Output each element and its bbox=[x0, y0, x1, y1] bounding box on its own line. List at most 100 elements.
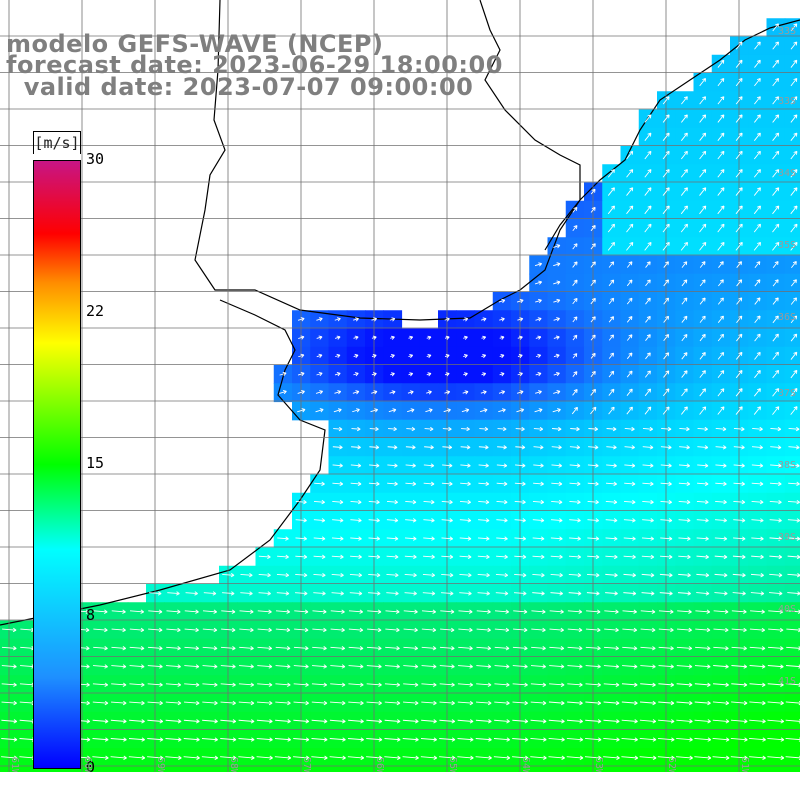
wind-arrow bbox=[735, 205, 743, 215]
wind-arrow bbox=[256, 737, 273, 742]
wind-arrow bbox=[585, 664, 601, 669]
wind-arrow bbox=[385, 646, 400, 651]
wind-arrow bbox=[677, 627, 692, 633]
wind-arrow bbox=[460, 445, 471, 450]
wind-arrow bbox=[366, 755, 383, 760]
wind-arrow bbox=[499, 317, 505, 322]
wind-arrow bbox=[496, 499, 508, 505]
wind-arrow bbox=[221, 609, 236, 614]
wind-arrow bbox=[311, 682, 328, 687]
wind-arrow bbox=[681, 315, 688, 323]
wind-arrow bbox=[494, 609, 510, 614]
wind-arrow bbox=[553, 244, 561, 249]
wind-arrow bbox=[621, 737, 638, 742]
wind-arrow bbox=[480, 390, 487, 395]
wind-arrow bbox=[311, 700, 328, 706]
wind-arrow bbox=[532, 536, 545, 541]
wind-cell bbox=[784, 164, 800, 184]
wind-arrow bbox=[257, 609, 272, 614]
wind-arrow bbox=[499, 353, 505, 359]
wind-arrow bbox=[351, 445, 361, 450]
wind-arrow bbox=[553, 317, 560, 322]
wind-arrow bbox=[660, 536, 673, 541]
wind-arrow bbox=[622, 664, 638, 669]
wind-arrow bbox=[590, 225, 596, 232]
wind-arrow bbox=[330, 664, 346, 669]
wind-arrow bbox=[640, 664, 656, 669]
wind-arrow bbox=[713, 682, 729, 687]
wind-arrow bbox=[549, 646, 565, 651]
wind-arrow bbox=[439, 719, 456, 724]
wind-cell bbox=[693, 766, 713, 772]
wind-arrow bbox=[238, 737, 255, 742]
wind-arrow bbox=[476, 627, 491, 633]
wind-arrow bbox=[533, 463, 544, 468]
wind-arrow bbox=[731, 609, 747, 614]
wind-arrow bbox=[202, 700, 218, 706]
wind-arrow bbox=[658, 646, 674, 651]
wind-arrow bbox=[423, 481, 435, 487]
wind-arrow bbox=[238, 700, 255, 706]
wind-arrow bbox=[297, 317, 305, 322]
wind-arrow bbox=[754, 96, 761, 105]
wind-arrow bbox=[791, 261, 797, 269]
wind-arrow bbox=[166, 646, 181, 651]
wind-arrow bbox=[514, 518, 526, 523]
wind-arrow bbox=[572, 243, 578, 250]
wind-arrow bbox=[531, 609, 546, 614]
wind-arrow bbox=[1, 700, 17, 706]
wind-cell bbox=[784, 273, 800, 293]
wind-arrow bbox=[549, 627, 565, 633]
wind-arrow bbox=[767, 646, 784, 651]
wind-arrow bbox=[368, 518, 380, 523]
wind-arrow bbox=[680, 205, 688, 215]
wind-cell bbox=[784, 200, 800, 220]
wind-arrow bbox=[572, 334, 578, 341]
wind-arrow bbox=[644, 406, 652, 415]
wind-arrow bbox=[790, 114, 798, 123]
wind-arrow bbox=[220, 737, 237, 742]
wind-arrow bbox=[623, 572, 637, 578]
wind-arrow bbox=[479, 408, 488, 413]
wind-arrow bbox=[590, 334, 596, 341]
wind-cell bbox=[547, 766, 567, 772]
wind-arrow bbox=[389, 317, 396, 322]
wind-arrow bbox=[294, 609, 309, 614]
wind-arrow bbox=[626, 279, 633, 287]
wind-arrow bbox=[331, 554, 344, 560]
wind-arrow bbox=[626, 316, 633, 323]
wind-arrow bbox=[313, 536, 326, 541]
wind-arrow bbox=[569, 536, 581, 541]
wind-arrow bbox=[202, 627, 218, 633]
wind-arrow bbox=[699, 150, 707, 160]
wind-arrow bbox=[699, 261, 706, 268]
wind-cell bbox=[219, 766, 238, 772]
wind-arrow bbox=[350, 518, 362, 523]
wind-arrow bbox=[642, 426, 654, 432]
wind-arrow bbox=[369, 426, 379, 432]
wind-arrow bbox=[93, 609, 108, 614]
wind-arrow bbox=[736, 261, 743, 268]
wind-arrow bbox=[421, 664, 437, 669]
lat-label: 39S bbox=[777, 532, 796, 543]
wind-arrow bbox=[330, 646, 346, 651]
wind-arrow bbox=[166, 664, 181, 669]
wind-arrow bbox=[626, 406, 633, 415]
wind-arrow bbox=[603, 682, 620, 687]
wind-arrow bbox=[642, 518, 654, 523]
wind-arrow bbox=[532, 591, 545, 596]
wind-arrow bbox=[750, 572, 764, 578]
wind-arrow bbox=[790, 351, 798, 360]
wind-arrow bbox=[640, 609, 656, 614]
wind-arrow bbox=[586, 591, 600, 596]
wind-cell bbox=[784, 292, 800, 311]
wind-arrow bbox=[530, 700, 547, 706]
wind-arrow bbox=[408, 335, 414, 340]
wind-arrow bbox=[753, 150, 761, 160]
wind-arrow bbox=[315, 408, 324, 413]
wind-arrow bbox=[494, 719, 510, 724]
wind-arrow bbox=[369, 463, 380, 468]
wind-arrow bbox=[657, 737, 675, 742]
wind-arrow bbox=[276, 572, 290, 578]
wind-arrow bbox=[767, 719, 785, 724]
